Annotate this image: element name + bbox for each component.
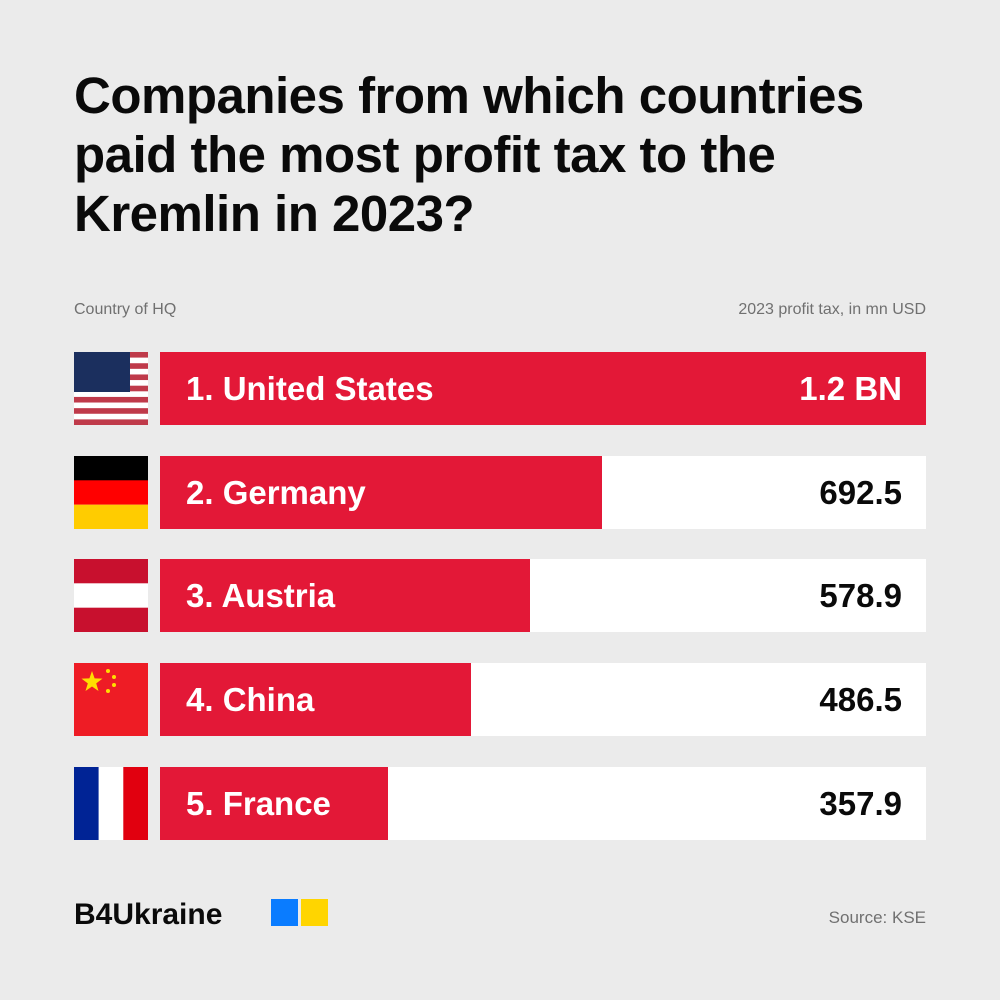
chart-title: Companies from which countries paid the … bbox=[74, 67, 864, 242]
china-flag-icon bbox=[74, 663, 148, 737]
b4ukraine-logo: B4Ukraine bbox=[74, 898, 223, 931]
category-label: 3. Austria bbox=[186, 577, 336, 615]
value-label: 578.9 bbox=[819, 577, 902, 615]
bar-track: 4. China 486.5 bbox=[160, 663, 926, 737]
bar-track: 2. Germany 692.5 bbox=[160, 455, 926, 529]
logo-yellow-square bbox=[301, 899, 328, 926]
bar-track: 5. France 357.9 bbox=[160, 766, 926, 840]
y-axis-label: Country of HQ bbox=[74, 301, 177, 318]
category-label: 2. Germany bbox=[186, 473, 366, 511]
bar-row: 1. United States 1.2 BN bbox=[74, 352, 926, 425]
category-label: 1. United States bbox=[186, 370, 434, 407]
bar-track: 1. United States 1.2 BN bbox=[160, 352, 926, 425]
bar bbox=[160, 766, 389, 840]
logo-blue-square bbox=[271, 899, 298, 926]
value-label: 692.5 bbox=[819, 473, 902, 511]
bar-row: 3. Austria 578.9 bbox=[74, 559, 926, 633]
bar bbox=[160, 352, 926, 425]
category-label: 5. France bbox=[186, 784, 331, 822]
austria-flag-icon bbox=[74, 559, 148, 633]
bar-track: 3. Austria 578.9 bbox=[160, 559, 926, 633]
bar bbox=[160, 559, 530, 633]
value-label: 486.5 bbox=[819, 681, 902, 719]
bar-row: 2. Germany 692.5 bbox=[74, 455, 926, 529]
us-flag-icon bbox=[74, 352, 148, 425]
bar-row: 4. China 486.5 bbox=[74, 663, 926, 737]
france-flag-icon bbox=[74, 766, 148, 840]
bar bbox=[160, 455, 603, 529]
bar bbox=[160, 663, 471, 737]
x-axis-label: 2023 profit tax, in mn USD bbox=[738, 301, 926, 318]
category-label: 4. China bbox=[186, 681, 315, 719]
value-label: 357.9 bbox=[819, 784, 902, 822]
germany-flag-icon bbox=[74, 455, 148, 529]
source-note: Source: KSE bbox=[828, 908, 926, 927]
value-label: 1.2 BN bbox=[799, 370, 902, 407]
bar-row: 5. France 357.9 bbox=[74, 766, 926, 840]
